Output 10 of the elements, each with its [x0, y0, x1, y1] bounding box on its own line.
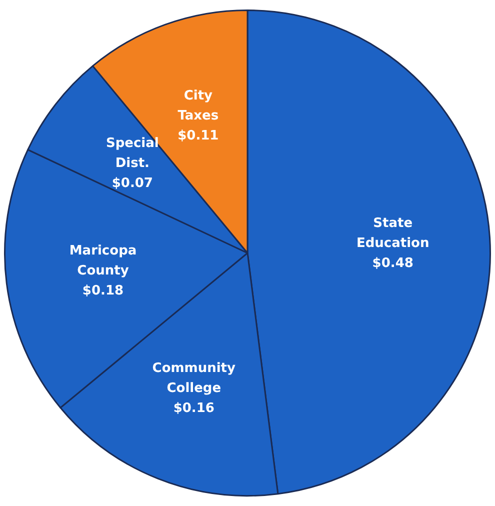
data-label: $0.48: [372, 256, 414, 272]
slice-label: State Education: [356, 216, 430, 252]
data-label: $0.18: [82, 284, 124, 299]
slice-label: Special Dist.: [106, 136, 159, 172]
data-label: $0.07: [112, 176, 153, 192]
data-label: $0.11: [178, 128, 219, 144]
slice-label: Maricopa County: [69, 244, 137, 279]
slice-label: City Taxes: [178, 88, 219, 124]
data-label: $0.16: [173, 400, 214, 416]
slice-label: Community College: [152, 360, 236, 396]
